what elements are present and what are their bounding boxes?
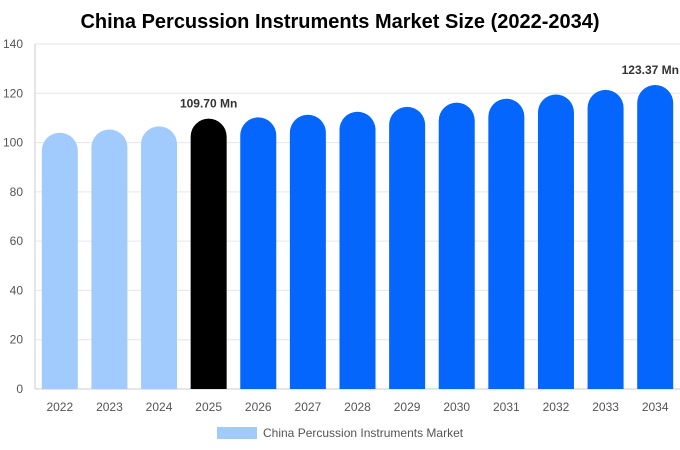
y-tick-label: 40	[10, 283, 24, 297]
bar-2025[interactable]	[190, 118, 227, 390]
legend[interactable]: China Percussion Instruments Market	[217, 426, 464, 440]
bar-2032[interactable]	[537, 94, 574, 390]
bar-layer	[41, 84, 674, 390]
y-axis-ticks: 0 20 40 60 80 100 120 140	[3, 37, 23, 396]
x-tick-label: 2026	[245, 400, 272, 414]
bar-2033[interactable]	[587, 89, 624, 389]
bar-2022[interactable]	[41, 132, 78, 389]
data-label-2025: 109.70 Mn	[180, 97, 237, 111]
x-tick-label: 2031	[493, 400, 520, 414]
x-tick-label: 2022	[46, 400, 73, 414]
x-tick-label: 2028	[344, 400, 371, 414]
x-tick-label: 2025	[195, 400, 222, 414]
legend-swatch	[217, 427, 257, 439]
bar-2029[interactable]	[389, 106, 426, 389]
y-tick-label: 100	[3, 136, 23, 150]
y-tick-label: 0	[16, 382, 23, 396]
data-label-layer: 109.70 Mn 123.37 Mn	[180, 63, 679, 111]
x-tick-label: 2030	[443, 400, 470, 414]
x-tick-label: 2023	[96, 400, 123, 414]
y-tick-label: 120	[3, 86, 23, 100]
bar-2026[interactable]	[240, 117, 277, 389]
legend-label: China Percussion Instruments Market	[263, 426, 464, 440]
y-tick-label: 140	[3, 37, 23, 51]
bar-2027[interactable]	[289, 114, 326, 389]
x-tick-label: 2032	[543, 400, 570, 414]
x-axis-ticks: 2022 2023 2024 2025 2026 2027 2028 2029 2030 2031…	[46, 400, 668, 414]
bar-2028[interactable]	[339, 111, 376, 389]
x-tick-label: 2029	[394, 400, 421, 414]
y-tick-label: 20	[10, 333, 24, 347]
x-tick-label: 2024	[146, 400, 173, 414]
x-tick-label: 2033	[592, 400, 619, 414]
bar-2024[interactable]	[141, 126, 178, 389]
x-tick-label: 2034	[642, 400, 669, 414]
bar-2023[interactable]	[91, 129, 128, 389]
bar-2034[interactable]	[637, 84, 674, 389]
bar-2030[interactable]	[438, 102, 475, 390]
y-tick-label: 80	[10, 185, 24, 199]
bar-2031[interactable]	[488, 98, 525, 390]
chart-title: China Percussion Instruments Market Size…	[80, 11, 599, 33]
x-tick-label: 2027	[295, 400, 322, 414]
data-label-2034: 123.37 Mn	[622, 63, 679, 77]
y-tick-label: 60	[10, 234, 24, 248]
